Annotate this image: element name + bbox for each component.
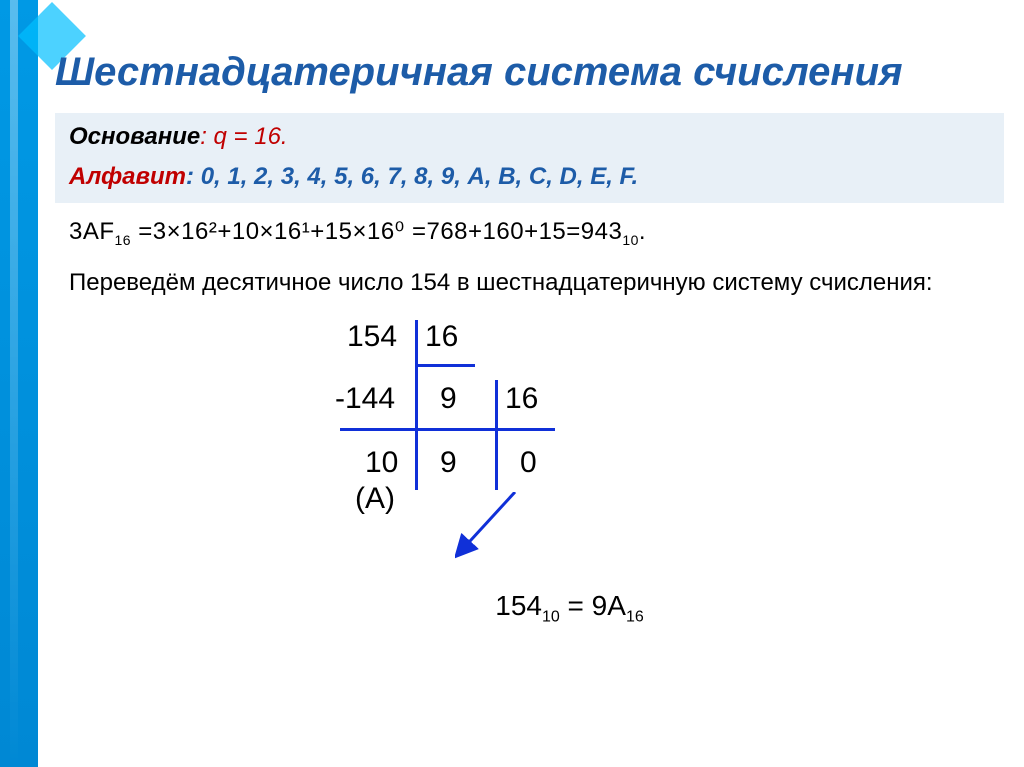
result-arrow-icon [455, 492, 525, 562]
base-line: Основание: q = 16. [69, 123, 990, 151]
num-9-bottom: 9 [440, 446, 457, 480]
formula-lhs-sub: 16 [115, 232, 132, 248]
division-hline-1 [415, 364, 475, 367]
num-16-top: 16 [425, 320, 458, 354]
num-16-right: 16 [505, 382, 538, 416]
conversion-formula: 3AF16 =3×16²+10×16¹+15×16⁰ =768+160+15=9… [69, 217, 1004, 248]
formula-rhs-sub: 10 [622, 232, 639, 248]
division-hline-2 [340, 428, 495, 431]
long-division-diagram: 154 16 -144 9 16 10 9 0 (А) [305, 320, 705, 600]
base-label: Основание [69, 123, 200, 150]
division-vline-2 [495, 380, 498, 490]
alphabet-label: Алфавит [69, 163, 186, 190]
base-value: : q = 16. [200, 123, 287, 150]
formula-tail: . [639, 218, 646, 245]
alphabet-line: Алфавит: 0, 1, 2, 3, 4, 5, 6, 7, 8, 9, A… [69, 163, 990, 191]
info-box: Основание: q = 16. Алфавит: 0, 1, 2, 3, … [55, 113, 1004, 203]
result-rhs-sub: 16 [626, 608, 644, 625]
slide-title: Шестнадцатеричная система счисления [55, 50, 1004, 95]
num-10: 10 [365, 446, 398, 480]
division-hline-3 [495, 428, 555, 431]
num-minus144: -144 [335, 382, 395, 416]
description-text: Переведём десятичное число 154 в шестнад… [69, 268, 994, 298]
slide-content: Шестнадцатеричная система счисления Осно… [55, 50, 1004, 626]
num-154: 154 [347, 320, 397, 354]
num-9-top: 9 [440, 382, 457, 416]
formula-lhs: 3AF [69, 218, 115, 245]
left-accent-stripe [0, 0, 38, 767]
result-lhs-sub: 10 [542, 608, 560, 625]
alphabet-value: : 0, 1, 2, 3, 4, 5, 6, 7, 8, 9, A, B, C,… [186, 163, 638, 190]
num-A: (А) [355, 482, 395, 516]
division-vline-1 [415, 320, 418, 490]
formula-rhs: =3×16²+10×16¹+15×16⁰ =768+160+15=943 [131, 218, 622, 245]
num-0: 0 [520, 446, 537, 480]
